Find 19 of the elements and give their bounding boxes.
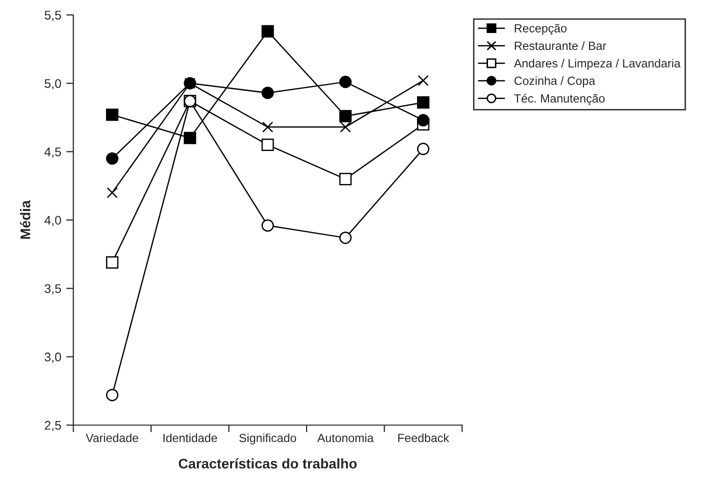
y-axis-title: Média: [20, 200, 30, 239]
legend-label: Andares / Limpeza / Lavandaria: [514, 58, 681, 70]
y-tick-label: 5,0: [44, 79, 62, 90]
legend-label: Recepção: [514, 24, 567, 35]
x-tick-label: Autonomia: [317, 433, 374, 442]
y-tick-label: 4,0: [44, 216, 62, 226]
legend-label: Téc. Manutenção: [514, 94, 605, 106]
legend-label: Restaurante / Bar: [514, 41, 606, 50]
x-tick-label: Significado: [239, 433, 296, 444]
x-tick-label: Identidade: [163, 433, 218, 442]
x-tick-label: Feedback: [398, 433, 450, 442]
y-tick-label: 3,0: [44, 352, 62, 363]
x-tick-label: Variedade: [86, 433, 138, 442]
y-tick-label: 4,5: [44, 148, 62, 158]
x-axis-title: Características do trabalho: [178, 458, 357, 469]
y-tick-label: 5,5: [44, 10, 62, 22]
legend-label: Cozinha / Copa: [514, 76, 596, 88]
y-tick-label: 3,5: [44, 284, 62, 295]
y-tick-label: 2,5: [44, 420, 62, 432]
